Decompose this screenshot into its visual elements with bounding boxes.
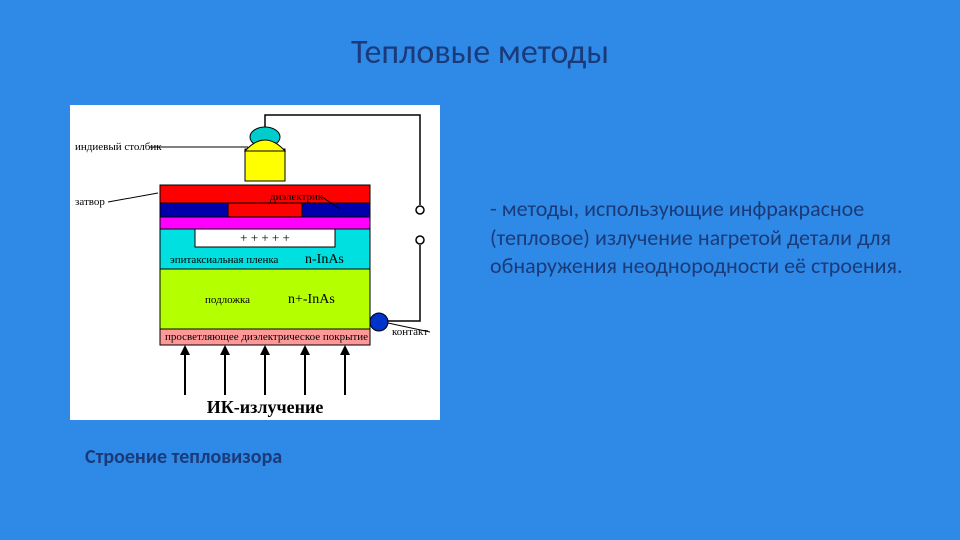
- thermal-diagram: + + + + + индиевый столбик затвор диэлек…: [70, 105, 440, 420]
- indium-pillar: [245, 127, 285, 181]
- diagram-caption: Строение тепловизора: [85, 445, 282, 469]
- slide: Тепловые методы + + + + +: [0, 0, 960, 540]
- label-epitaxial: эпитаксиальная пленка: [170, 254, 279, 266]
- label-ik: ИК-излучение: [207, 397, 324, 417]
- wire-contact: [385, 236, 424, 321]
- diagram-svg: + + + + + индиевый столбик затвор диэлек…: [70, 105, 440, 420]
- label-substrate: подложка: [205, 294, 250, 306]
- label-indium: индиевый столбик: [75, 141, 162, 153]
- label-np-inas: n+-InAs: [288, 292, 335, 307]
- plus-label: + + + + +: [240, 230, 290, 245]
- page-title: Тепловые методы: [0, 32, 960, 73]
- label-n-inas: n-InAs: [305, 252, 344, 267]
- label-dielectric: диэлектрик: [270, 191, 324, 203]
- label-gate: затвор: [75, 196, 105, 208]
- body-text: - методы, использующие инфракрасное (теп…: [490, 195, 910, 281]
- contact-ball: [370, 313, 388, 331]
- label-ar-coating: просветляющее диэлектрическое покрытие: [165, 331, 368, 343]
- label-contact: контакт: [392, 326, 428, 338]
- ik-arrows: [180, 345, 350, 395]
